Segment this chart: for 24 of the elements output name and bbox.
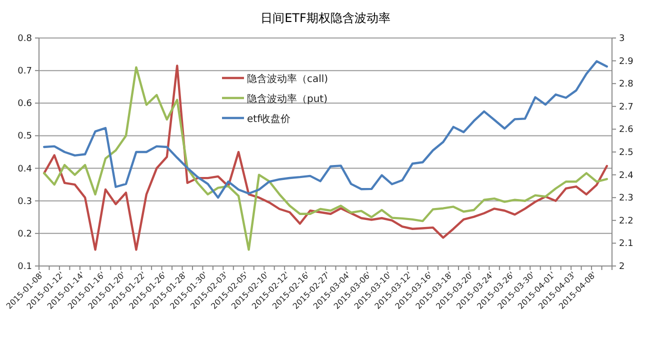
y2-tick-label: 2 (619, 262, 625, 272)
y-tick-label: 0.8 (18, 34, 32, 44)
line-series (43, 60, 608, 199)
y-tick-label: 0.5 (18, 132, 32, 142)
y2-tick-label: 2.5 (619, 148, 634, 158)
legend-label: 隐含波动率（put) (247, 93, 328, 105)
legend-label: etf收盘价 (247, 113, 291, 125)
y2-tick-label: 2.4 (619, 170, 634, 181)
legend-label: 隐含波动率（call) (247, 73, 328, 85)
y-tick-label: 0.7 (18, 66, 32, 77)
y-tick-label: 0.2 (18, 229, 32, 240)
y2-tick-label: 3 (619, 34, 625, 44)
chart-title: 日间ETF期权隐含波动率 (260, 11, 390, 25)
y2-tick-label: 2.9 (619, 56, 634, 67)
y2-tick-label: 2.7 (619, 102, 634, 112)
y2-tick-label: 2.8 (619, 80, 634, 90)
y2-tick-label: 2.6 (619, 125, 634, 136)
y-tick-label: 0.4 (18, 164, 32, 174)
y-tick-label: 0.3 (18, 196, 32, 207)
y2-tick-label: 2.1 (619, 239, 634, 250)
y-tick-label: 0.6 (18, 99, 32, 110)
y-tick-label: 0.1 (18, 262, 32, 272)
y2-tick-label: 2.2 (619, 216, 634, 226)
y2-tick-label: 2.3 (619, 194, 634, 204)
